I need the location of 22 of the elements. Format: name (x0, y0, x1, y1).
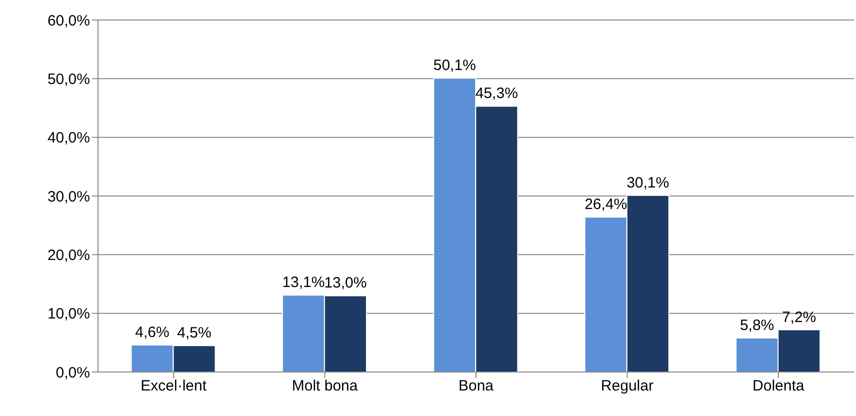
y-tick-label: 0,0% (56, 364, 90, 382)
data-label: 50,1% (433, 57, 476, 74)
x-tick-label: Excel·lent (140, 378, 208, 395)
x-tick-label: Bona (458, 378, 494, 395)
data-label: 4,5% (177, 324, 212, 342)
data-label: 13,0% (324, 274, 367, 292)
data-label: 5,8% (740, 316, 774, 334)
data-label: 26,4% (584, 196, 628, 214)
x-tick-label: Molt bona (292, 378, 358, 395)
data-label: 4,6% (135, 324, 170, 342)
data-label: 13,1% (282, 274, 325, 292)
y-tick-label: 30,0% (47, 188, 90, 206)
data-label: 7,2% (782, 308, 816, 326)
y-tick-label: 10,0% (47, 306, 90, 323)
x-tick-label: Regular (600, 378, 654, 395)
y-tick-label: 20,0% (47, 246, 90, 264)
x-tick-label: Dolenta (752, 378, 805, 395)
y-tick-label: 60,0% (47, 12, 90, 30)
data-label: 30,1% (626, 174, 670, 192)
data-label: 45,3% (475, 85, 518, 102)
y-tick-label: 40,0% (47, 130, 90, 147)
y-tick-label: 50,0% (47, 70, 90, 88)
